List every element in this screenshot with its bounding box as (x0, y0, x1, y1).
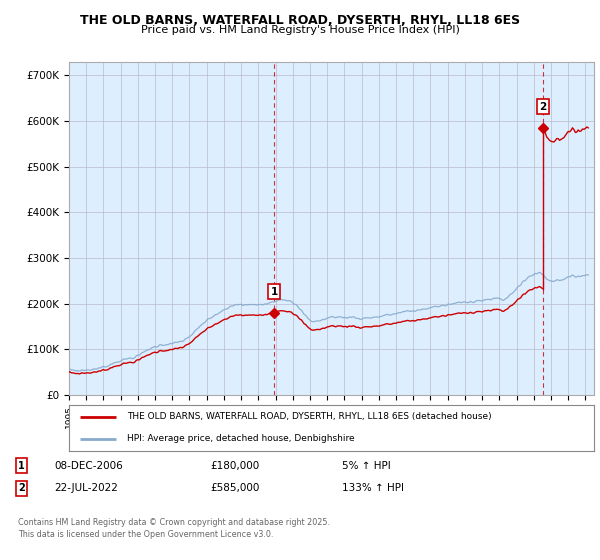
Text: 08-DEC-2006: 08-DEC-2006 (54, 461, 123, 471)
Text: THE OLD BARNS, WATERFALL ROAD, DYSERTH, RHYL, LL18 6ES (detached house): THE OLD BARNS, WATERFALL ROAD, DYSERTH, … (127, 412, 491, 421)
Text: 2: 2 (539, 102, 547, 112)
Text: 2: 2 (18, 483, 25, 493)
Text: 5% ↑ HPI: 5% ↑ HPI (342, 461, 391, 471)
Text: THE OLD BARNS, WATERFALL ROAD, DYSERTH, RHYL, LL18 6ES: THE OLD BARNS, WATERFALL ROAD, DYSERTH, … (80, 14, 520, 27)
Text: 133% ↑ HPI: 133% ↑ HPI (342, 483, 404, 493)
Text: £585,000: £585,000 (210, 483, 259, 493)
Text: HPI: Average price, detached house, Denbighshire: HPI: Average price, detached house, Denb… (127, 435, 355, 444)
Text: Price paid vs. HM Land Registry's House Price Index (HPI): Price paid vs. HM Land Registry's House … (140, 25, 460, 35)
Text: 1: 1 (271, 287, 278, 297)
Text: 22-JUL-2022: 22-JUL-2022 (54, 483, 118, 493)
Text: £180,000: £180,000 (210, 461, 259, 471)
Text: Contains HM Land Registry data © Crown copyright and database right 2025.
This d: Contains HM Land Registry data © Crown c… (18, 518, 330, 539)
Text: 1: 1 (18, 461, 25, 471)
